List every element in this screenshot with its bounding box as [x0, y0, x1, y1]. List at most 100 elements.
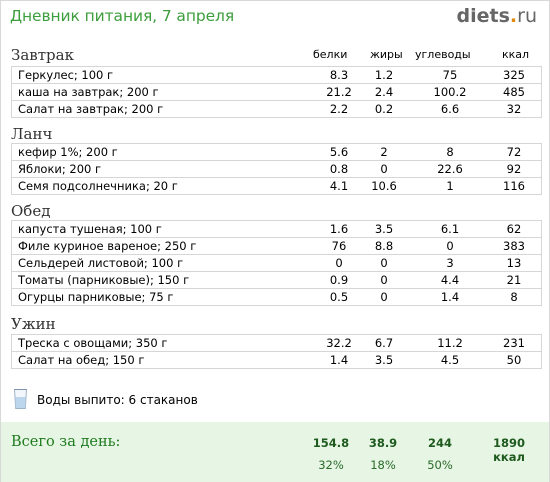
site-logo[interactable]: diets.ru: [457, 5, 537, 27]
carbs-value: 6.1: [440, 222, 460, 236]
carbs-value: 8: [446, 145, 454, 159]
food-name: кефир 1%; 200 г: [18, 145, 118, 159]
fat-value: 0: [380, 256, 388, 270]
carbs-value: 6.6: [440, 102, 460, 116]
column-header-carbs: углеводы: [415, 48, 471, 61]
column-header-kcal: ккал: [502, 48, 530, 61]
food-name: Салат на обед; 150 г: [18, 353, 145, 367]
kcal-value: 116: [503, 179, 525, 193]
protein-value: 21.2: [326, 85, 352, 99]
protein-value: 0.8: [329, 162, 349, 176]
protein-value: 0.5: [329, 290, 349, 304]
carbs-value: 1: [446, 179, 454, 193]
meal-title-supper: Ужин: [11, 315, 56, 333]
column-header-protein: белки: [313, 48, 348, 61]
carbs-value: 4.5: [440, 353, 460, 367]
kcal-value: 32: [506, 102, 522, 116]
food-name: Сельдерей листовой; 100 г: [18, 256, 184, 270]
kcal-value: 8: [510, 290, 518, 304]
food-name: Семя подсолнечника; 20 г: [18, 179, 178, 193]
fat-value: 0: [380, 273, 388, 287]
total-protein: 154.8: [312, 436, 350, 450]
table-row: капуста тушеная; 100 г 1.6 3.5 6.1 62: [11, 220, 542, 238]
table-row: Треска с овощами; 350 г 32.2 6.7 11.2 23…: [11, 334, 542, 352]
logo-tld: ru: [517, 5, 537, 27]
total-kcal: 1890 ккал: [492, 436, 525, 464]
carbs-percent: 50%: [427, 458, 453, 472]
food-name: Яблоки; 200 г: [18, 162, 102, 176]
table-row: Огурцы парниковые; 75 г 0.5 0 1.4 8: [11, 288, 542, 306]
kcal-value: 13: [506, 256, 522, 270]
food-name: Треска с овощами; 350 г: [18, 336, 168, 350]
kcal-value: 92: [506, 162, 522, 176]
protein-value: 0.9: [329, 273, 349, 287]
total-carbs: 244: [427, 436, 452, 450]
meal-title-dinner: Обед: [11, 202, 51, 220]
table-row: Геркулес; 100 г 8.3 1.2 75 325: [11, 66, 542, 84]
table-row: Филе куриное вареное; 250 г 76 8.8 0 383: [11, 237, 542, 255]
carbs-value: 11.2: [437, 336, 463, 350]
carbs-value: 0: [446, 239, 454, 253]
protein-value: 1.4: [329, 353, 349, 367]
table-row: Сельдерей листовой; 100 г 0 0 3 13: [11, 254, 542, 272]
page-title: Дневник питания, 7 апреля: [10, 7, 235, 25]
fat-value: 1.2: [374, 68, 394, 82]
kcal-value: 21: [506, 273, 522, 287]
water-intake: Воды выпито: 6 стаканов: [13, 388, 233, 412]
food-name: Филе куриное вареное; 250 г: [18, 239, 197, 253]
fat-value: 10.6: [371, 179, 397, 193]
kcal-value: 325: [503, 68, 525, 82]
kcal-value: 62: [506, 222, 522, 236]
table-row: Томаты (парниковые); 150 г 0.9 0 4.4 21: [11, 271, 542, 289]
logo-main: diets: [456, 5, 510, 27]
carbs-value: 100.2: [433, 85, 467, 99]
fat-value: 3.5: [374, 222, 394, 236]
protein-value: 76: [331, 239, 347, 253]
kcal-value: 383: [503, 239, 525, 253]
column-header-fat: жиры: [370, 48, 403, 61]
fat-percent: 18%: [370, 458, 396, 472]
kcal-value: 72: [506, 145, 522, 159]
food-name: Томаты (парниковые); 150 г: [18, 273, 190, 287]
protein-percent: 32%: [318, 458, 344, 472]
fat-value: 0: [380, 290, 388, 304]
carbs-value: 22.6: [437, 162, 463, 176]
food-name: капуста тушеная; 100 г: [18, 222, 162, 236]
total-label: Всего за день:: [11, 434, 121, 450]
protein-value: 1.6: [329, 222, 349, 236]
glass-icon: [13, 389, 28, 409]
protein-value: 32.2: [326, 336, 352, 350]
fat-value: 3.5: [374, 353, 394, 367]
table-row: каша на завтрак; 200 г 21.2 2.4 100.2 48…: [11, 83, 542, 101]
protein-value: 5.6: [329, 145, 349, 159]
protein-value: 0: [335, 256, 343, 270]
meal-title-breakfast: Завтрак: [11, 46, 74, 64]
table-row: Салат на завтрак; 200 г 2.2 0.2 6.6 32: [11, 100, 542, 118]
protein-value: 4.1: [329, 179, 349, 193]
carbs-value: 75: [442, 68, 458, 82]
food-name: Огурцы парниковые; 75 г: [18, 290, 174, 304]
fat-value: 8.8: [374, 239, 394, 253]
fat-value: 0: [380, 162, 388, 176]
kcal-value: 231: [503, 336, 525, 350]
table-row: Яблоки; 200 г 0.8 0 22.6 92: [11, 160, 542, 178]
fat-value: 6.7: [374, 336, 394, 350]
food-name: Геркулес; 100 г: [18, 68, 114, 82]
fat-value: 2: [380, 145, 388, 159]
water-text: Воды выпито: 6 стаканов: [37, 393, 198, 407]
logo-dot: .: [509, 5, 518, 27]
table-row: кефир 1%; 200 г 5.6 2 8 72: [11, 143, 542, 161]
kcal-value: 50: [506, 353, 522, 367]
table-row: Салат на обед; 150 г 1.4 3.5 4.5 50: [11, 351, 542, 369]
carbs-value: 3: [446, 256, 454, 270]
meal-title-lunch: Ланч: [11, 125, 53, 143]
fat-value: 2.4: [374, 85, 394, 99]
table-row: Семя подсолнечника; 20 г 4.1 10.6 1 116: [11, 177, 542, 195]
daily-total: Всего за день: 154.8 38.9 244 1890 ккал …: [1, 422, 549, 482]
kcal-value: 485: [503, 85, 525, 99]
protein-value: 8.3: [329, 68, 349, 82]
header: Дневник питания, 7 апреля diets.ru: [1, 1, 549, 37]
carbs-value: 4.4: [440, 273, 460, 287]
carbs-value: 1.4: [440, 290, 460, 304]
total-fat: 38.9: [368, 436, 398, 450]
